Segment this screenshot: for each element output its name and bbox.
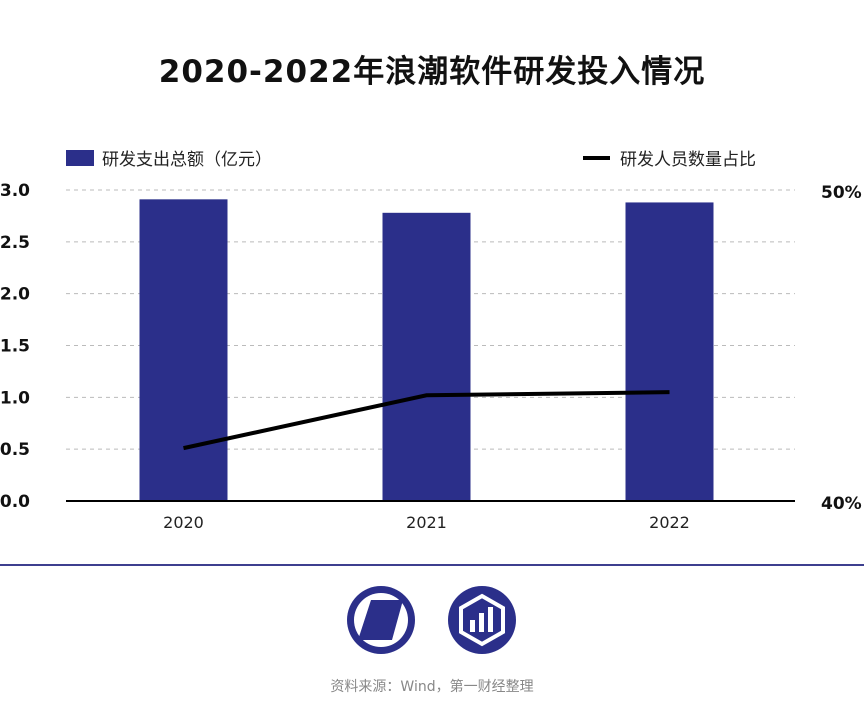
x-tick-2021: 2021 [406, 513, 447, 532]
logo-row [347, 586, 516, 654]
bar-2021 [382, 212, 471, 501]
y-left-tick: 1.0 [0, 388, 30, 408]
source-note: 资料来源：Wind，第一财经整理 [330, 679, 534, 695]
x-tick-2020: 2020 [163, 513, 204, 532]
footer-divider [0, 564, 864, 566]
y-right-tick: 50% [821, 183, 862, 203]
chart-title: 2020-2022年浪潮软件研发投入情况 [158, 54, 706, 90]
legend-bar-swatch [66, 150, 94, 166]
data-chart-logo-icon [448, 586, 516, 654]
legend-bar-label: 研发支出总额（亿元） [102, 150, 272, 170]
y-left-tick: 0.0 [0, 492, 30, 512]
y-left-tick: 0.5 [0, 440, 30, 460]
bar-2020 [139, 199, 228, 501]
legend: 研发支出总额（亿元） 研发人员数量占比 [66, 150, 756, 170]
y-left-tick: 2.5 [0, 233, 30, 253]
x-tick-2022: 2022 [649, 513, 690, 532]
yicai-logo-icon [347, 586, 415, 654]
legend-line-label: 研发人员数量占比 [620, 150, 756, 170]
y-left-tick: 2.0 [0, 285, 30, 305]
bar-2022 [625, 202, 714, 501]
y-left-tick: 3.0 [0, 181, 30, 201]
chart: 研发支出总额（亿元） 研发人员数量占比 0.0 0.5 1.0 1.5 2.0 2.5 3.… [0, 150, 862, 532]
y-right-tick: 40% [821, 494, 862, 514]
y-left-tick: 1.5 [0, 337, 30, 357]
